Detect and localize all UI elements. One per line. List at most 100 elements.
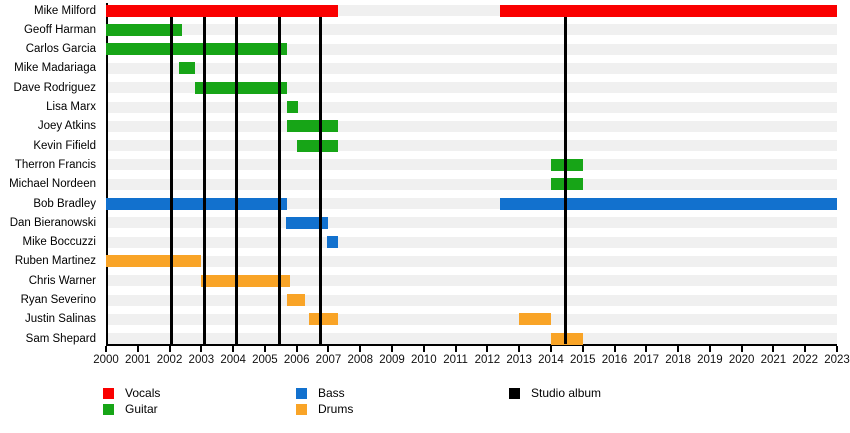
legend-swatch bbox=[296, 387, 307, 399]
member-bar-guitar bbox=[550, 158, 583, 171]
axis-tick bbox=[804, 346, 807, 352]
axis-tick-label: 2019 bbox=[697, 354, 723, 366]
member-label: Sam Shepard bbox=[25, 332, 96, 345]
member-label: Ruben Martinez bbox=[14, 255, 96, 268]
member-label: Kevin Fifield bbox=[33, 139, 96, 152]
member-bar-guitar bbox=[106, 43, 288, 56]
member-label: Ryan Severino bbox=[20, 294, 96, 306]
member-label: Lisa Marx bbox=[46, 101, 96, 113]
member-bar-bass bbox=[285, 216, 329, 229]
member-label: Mike Milford bbox=[34, 4, 96, 17]
axis-tick bbox=[581, 346, 584, 352]
axis-tick bbox=[232, 346, 235, 352]
legend-swatch bbox=[509, 387, 520, 399]
member-row-band bbox=[106, 101, 837, 113]
member-row-band bbox=[106, 120, 837, 132]
member-bar-drums bbox=[201, 274, 291, 287]
legend-label: Vocals bbox=[125, 386, 161, 400]
member-label: Justin Salinas bbox=[25, 313, 96, 326]
axis-tick bbox=[105, 346, 107, 352]
legend-item-bass: Bass bbox=[296, 387, 345, 399]
legend-label: Guitar bbox=[125, 402, 158, 416]
member-label: Michael Nordeen bbox=[9, 178, 96, 191]
member-row-band bbox=[106, 159, 837, 171]
plot-area: 2000 2001 2002 2003 2004 2005 2006 2007 2008 2009… bbox=[93, 3, 850, 366]
y-axis-line bbox=[106, 3, 108, 344]
axis-tick-label: 2015 bbox=[569, 354, 596, 366]
axis-tick-label: 2007 bbox=[315, 354, 342, 366]
member-label: Dan Bieranowski bbox=[9, 216, 96, 229]
member-row-band bbox=[106, 255, 837, 267]
studio-album-line bbox=[277, 17, 281, 344]
legend-item-studio-album: Studio album bbox=[509, 387, 601, 399]
member-label: Dave Rodriguez bbox=[13, 81, 96, 94]
legend: Vocals Guitar Bass Drums Studio album bbox=[0, 380, 850, 425]
axis-tick-label: 2003 bbox=[188, 354, 215, 366]
member-label: Therron Francis bbox=[14, 158, 96, 171]
member-row-band bbox=[106, 82, 837, 94]
legend-swatch bbox=[296, 403, 307, 415]
legend-swatch bbox=[103, 403, 114, 415]
axis-tick bbox=[740, 346, 743, 352]
axis-tick-label: 2023 bbox=[824, 354, 850, 366]
legend-item-drums: Drums bbox=[296, 403, 353, 415]
member-label: Chris Warner bbox=[28, 274, 96, 287]
axis-tick bbox=[454, 346, 457, 352]
axis-tick bbox=[836, 346, 838, 352]
member-row-band bbox=[106, 24, 837, 36]
member-row-band bbox=[106, 43, 837, 55]
axis-tick bbox=[518, 346, 521, 352]
member-row-band bbox=[106, 140, 837, 152]
member-bar-guitar bbox=[194, 81, 288, 94]
member-bar-vocals bbox=[500, 4, 837, 17]
member-row-band bbox=[106, 294, 837, 306]
member-row-band bbox=[106, 236, 837, 248]
axis-tick bbox=[327, 346, 330, 352]
member-label: Carlos Garcia bbox=[25, 43, 96, 56]
member-label: Joey Atkins bbox=[37, 120, 96, 133]
member-row-band bbox=[106, 275, 837, 287]
member-bar-guitar bbox=[296, 139, 338, 152]
member-row-band bbox=[106, 5, 837, 16]
axis-tick bbox=[677, 346, 680, 352]
axis-tick-label: 2004 bbox=[220, 354, 246, 366]
axis-tick-label: 2020 bbox=[728, 354, 755, 366]
axis-tick bbox=[486, 346, 489, 352]
axis-tick-label: 2014 bbox=[538, 354, 564, 366]
studio-album-line bbox=[319, 17, 323, 344]
axis-tick-label: 2005 bbox=[252, 354, 278, 366]
axis-tick bbox=[422, 346, 425, 352]
studio-album-line bbox=[169, 17, 173, 344]
axis-tick bbox=[613, 346, 616, 352]
axis-tick-label: 2002 bbox=[156, 354, 183, 366]
member-bar-drums bbox=[309, 313, 338, 326]
member-label: Mike Madariaga bbox=[14, 62, 96, 75]
member-row-band bbox=[106, 62, 837, 74]
axis-tick-label: 2012 bbox=[474, 354, 501, 366]
member-row-band bbox=[106, 313, 837, 325]
axis-tick-label: 2000 bbox=[93, 354, 119, 366]
axis-tick bbox=[168, 346, 171, 352]
axis-tick-label: 2017 bbox=[633, 354, 660, 366]
studio-album-line bbox=[203, 17, 207, 344]
member-bar-guitar bbox=[287, 120, 338, 133]
axis-tick bbox=[549, 346, 552, 352]
legend-item-vocals: Vocals bbox=[103, 387, 160, 399]
member-bar-drums bbox=[519, 313, 551, 326]
axis-tick bbox=[200, 346, 203, 352]
axis-tick bbox=[263, 346, 266, 352]
member-bar-drums bbox=[287, 294, 305, 306]
axis-tick bbox=[772, 346, 775, 352]
member-bar-vocals bbox=[106, 4, 338, 17]
legend-label: Drums bbox=[318, 402, 354, 416]
axis-tick-label: 2018 bbox=[665, 354, 691, 366]
axis-tick-label: 2022 bbox=[792, 354, 818, 366]
legend-swatch bbox=[103, 387, 114, 399]
studio-album-line bbox=[563, 17, 567, 344]
member-bar-guitar bbox=[287, 101, 299, 113]
member-label: Bob Bradley bbox=[33, 197, 96, 210]
member-bar-bass bbox=[326, 236, 338, 249]
axis-tick bbox=[136, 346, 139, 352]
member-bar-bass bbox=[500, 197, 837, 210]
member-row-band bbox=[106, 217, 837, 229]
